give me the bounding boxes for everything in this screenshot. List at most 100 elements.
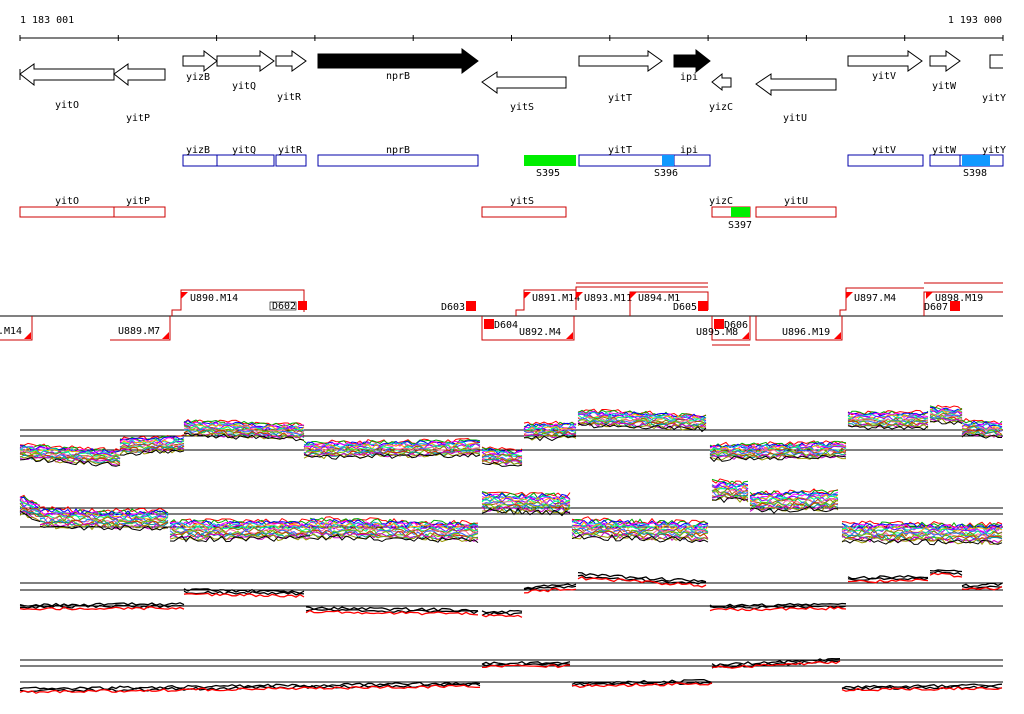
profile-trace [19, 570, 1002, 616]
profile-traces [19, 657, 1003, 694]
annot-label: yitU [784, 196, 808, 207]
annot-label: nprB [386, 145, 410, 156]
gene-yitS[interactable]: yitS [481, 71, 567, 113]
annot-box-yitV[interactable] [847, 154, 924, 167]
signal-block-S396[interactable] [662, 155, 674, 166]
annot-box-nprB[interactable] [317, 154, 479, 167]
breakpoint-D604[interactable]: D604 [484, 319, 518, 331]
segment-label: U891.M14 [532, 293, 580, 304]
segment-label: U889.M7 [118, 326, 160, 337]
annot-box-yizB[interactable] [182, 154, 218, 167]
gene-yitT[interactable]: yitT [578, 50, 663, 104]
gene-yitR[interactable]: yitR [275, 50, 307, 103]
gene-yitY[interactable]: yitY [982, 54, 1006, 104]
annot-box-yitQ[interactable] [216, 154, 275, 167]
segment-label: U895.M8 [696, 327, 738, 338]
profile-trace [19, 496, 1003, 546]
profile-trace [19, 657, 1003, 691]
gene-yitU[interactable]: yitU [755, 73, 837, 124]
breakpoint-label: D603 [441, 302, 465, 313]
gene-label: nprB [386, 71, 410, 82]
gene-nprB[interactable]: nprB [317, 48, 479, 82]
annot-label: ipi [680, 145, 698, 156]
signal-block-S397[interactable] [731, 207, 750, 217]
annot-label: yitR [278, 145, 303, 156]
profile-trace [19, 416, 1003, 465]
profile-panel-reverse-summary [19, 657, 1003, 694]
gene-label: ipi [680, 72, 698, 83]
annot-label: yitO [55, 196, 79, 207]
gene-label: yitO [55, 100, 79, 111]
segment-label: U898.M19 [935, 293, 983, 304]
annot-label: yitP [126, 196, 150, 207]
ruler-ticks [19, 35, 1004, 41]
annot-box-ipi[interactable] [673, 154, 711, 167]
annot-box-yitP[interactable] [113, 206, 166, 218]
breakpoint-D603[interactable]: D603 [441, 301, 476, 313]
gene-label: yitU [783, 113, 807, 124]
profile-traces [19, 404, 1003, 467]
gene-yitV[interactable]: yitV [847, 50, 923, 82]
annot-label: yitS [510, 196, 534, 207]
profile-trace [19, 660, 1003, 694]
annot-box-yitR[interactable] [275, 154, 307, 167]
annot-label: yitT [608, 145, 632, 156]
segment-U889-M7[interactable]: U889.M7 [110, 316, 171, 341]
annot-box-yitO[interactable] [19, 206, 115, 218]
signal-block-S395[interactable] [524, 155, 576, 166]
segment-U892-M4[interactable]: U892.M4 [481, 316, 575, 341]
segment-M14-left[interactable]: .M14 [0, 316, 33, 341]
segment-U898-M19[interactable]: U898.M19 [923, 282, 1003, 316]
annot-box-yitW[interactable] [929, 154, 961, 167]
segment-label: U896.M19 [782, 327, 830, 338]
gene-yitP[interactable]: yitP [113, 63, 166, 124]
signal-block-S398[interactable] [962, 155, 990, 166]
annot-label: yizC [709, 196, 733, 207]
annot-label: yizB [186, 145, 210, 156]
gene-label: yizC [709, 102, 733, 113]
segment-label: U890.M14 [190, 293, 238, 304]
gene-yitO[interactable]: yitO [19, 63, 115, 111]
segment-U893-M11[interactable]: U893.M11 [575, 282, 708, 310]
gene-ipi[interactable]: ipi [673, 48, 711, 83]
breakpoint-D605[interactable]: D605 [673, 301, 708, 313]
profile-trace [19, 478, 1003, 528]
profile-trace [19, 572, 1003, 618]
ruler-end-label: 1 193 000 [948, 15, 1002, 26]
segment-label: U892.M4 [519, 327, 561, 338]
gene-yizC[interactable]: yizC [709, 72, 733, 113]
breakpoint-D606[interactable]: D606 [714, 319, 748, 331]
segment-label: U897.M4 [854, 293, 896, 304]
gene-yitW[interactable]: yitW [929, 50, 961, 92]
annot-box-yitT[interactable] [578, 154, 675, 167]
segment-U890-M14[interactable]: U890.M14 [171, 289, 305, 316]
gene-yitQ[interactable]: yitQ [216, 50, 275, 92]
annotation-reverse-track: yitO yitP yitS yizC yitU S397 [19, 196, 837, 231]
profile-panel-forward-summary [19, 569, 1003, 618]
signal-label: S398 [963, 168, 987, 179]
profile-trace [19, 569, 1003, 614]
breakpoint-label: D602 [272, 301, 296, 312]
segment-U895-M8[interactable]: U895.M8 [696, 316, 751, 346]
segment-label: U894.M1 [638, 293, 680, 304]
ruler-start-label: 1 183 001 [20, 15, 74, 26]
breakpoint-D607[interactable]: D607 [924, 301, 960, 313]
gene-yizB[interactable]: yizB [182, 49, 218, 83]
annot-box-yitU[interactable] [755, 206, 837, 218]
annot-label: yitW [932, 145, 957, 156]
profile-traces [19, 478, 1003, 546]
gene-label: yitY [982, 93, 1006, 104]
segment-U896-M19[interactable]: U896.M19 [755, 316, 843, 341]
gene-label: yitQ [232, 81, 256, 92]
segment-U897-M4[interactable]: U897.M4 [839, 287, 924, 316]
annot-label: yitQ [232, 145, 256, 156]
signal-label: S395 [536, 168, 560, 179]
breakpoint-D602[interactable]: D602 [269, 301, 307, 312]
segment-U891-M14[interactable]: U891.M14 [515, 289, 580, 316]
gene-label: yitV [872, 71, 896, 82]
segment-label: .M14 [0, 326, 22, 337]
breakpoint-label: D607 [924, 302, 948, 313]
annot-box-yitS[interactable] [481, 206, 567, 218]
annotation-forward-track: yizB yitQ yitR nprB yitT ipi yitV yitW y… [182, 145, 1006, 179]
